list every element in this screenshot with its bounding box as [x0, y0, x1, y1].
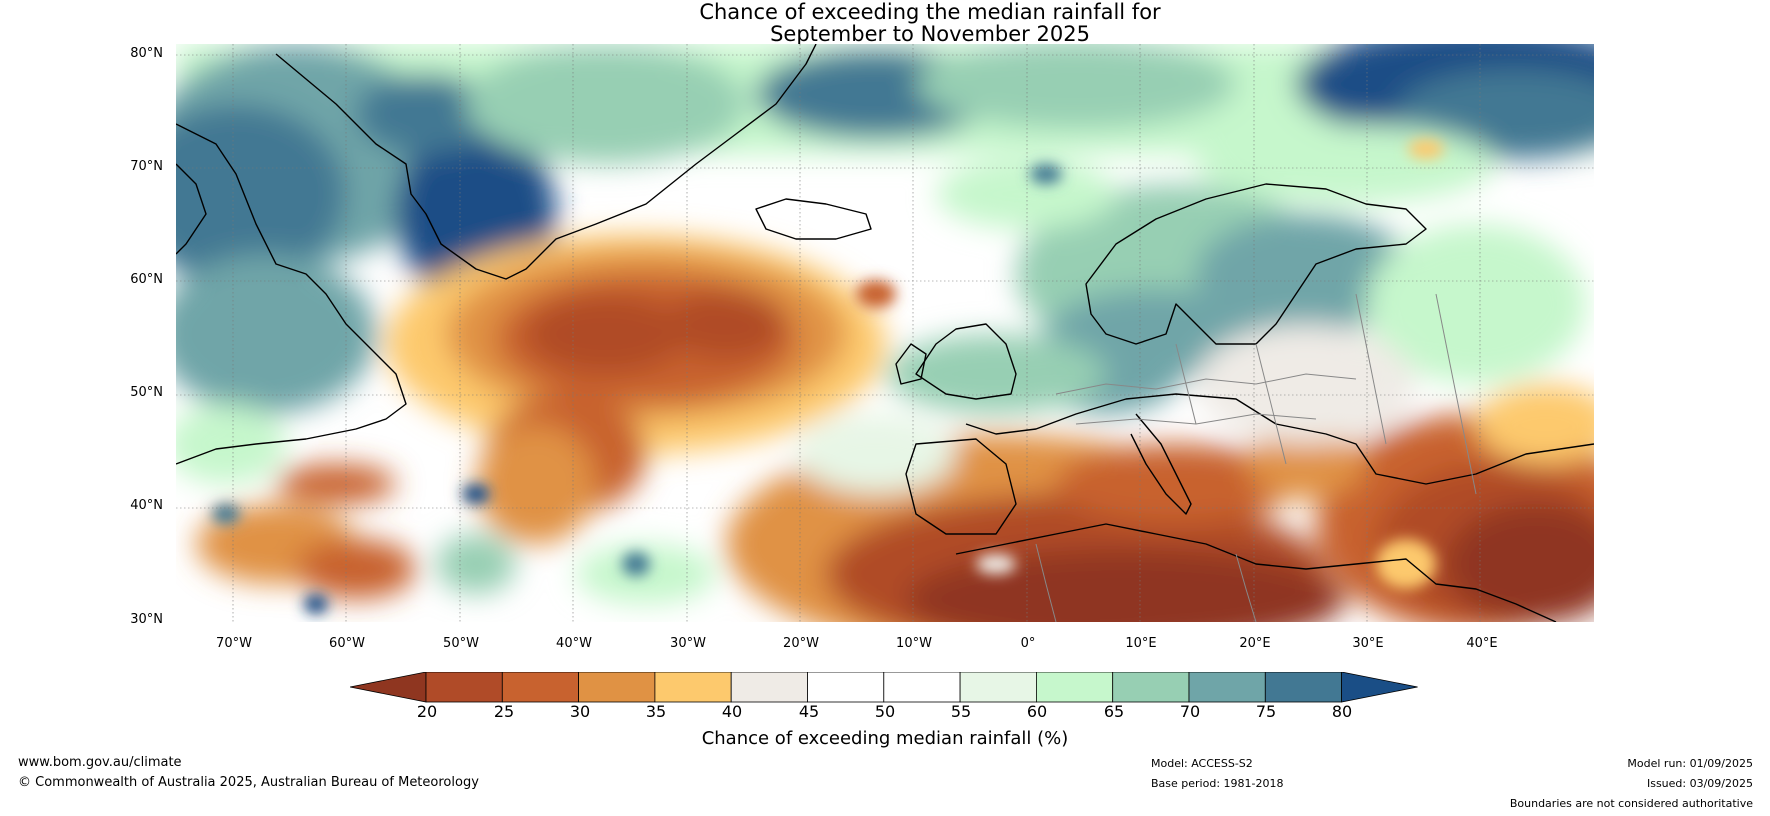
- colorbar-tick: 35: [645, 702, 667, 721]
- model-run-date: Model run: 01/09/2025: [1627, 757, 1753, 770]
- colorbar-segment: [501, 672, 580, 703]
- lat-label: 80°N: [130, 46, 163, 61]
- colorbar-tick: 50: [874, 702, 896, 721]
- colorbar-tick: 20: [416, 702, 438, 721]
- colorbar-label: Chance of exceeding median rainfall (%): [701, 728, 1069, 749]
- colorbar-tick: 70: [1179, 702, 1201, 721]
- colorbar-arrow-high: [1341, 672, 1418, 703]
- colorbar-tick: 75: [1255, 702, 1277, 721]
- colorbar-segment: [1036, 672, 1114, 703]
- colorbar: [350, 672, 1418, 703]
- lat-label: 40°N: [130, 498, 163, 513]
- copyright-text: © Commonwealth of Australia 2025, Austra…: [18, 775, 479, 790]
- map-title-line-1: Chance of exceeding the median rainfall …: [699, 0, 1161, 24]
- colorbar-tick: 65: [1103, 702, 1125, 721]
- colorbar-segment: [1112, 672, 1190, 703]
- rainfall-detail-speckles: [212, 139, 1444, 614]
- lat-label: 70°N: [130, 159, 163, 174]
- base-period: Base period: 1981-2018: [1151, 777, 1284, 790]
- colorbar-segment: [1264, 672, 1342, 703]
- map-title-line-2: September to November 2025: [770, 22, 1090, 46]
- lon-label: 40°E: [1466, 636, 1498, 651]
- colorbar-segment: [425, 672, 503, 703]
- colorbar-tick: 55: [950, 702, 972, 721]
- colorbar-tick: 80: [1331, 702, 1353, 721]
- lat-label: 30°N: [130, 612, 163, 627]
- colorbar-tick: 40: [721, 702, 743, 721]
- colorbar-tick: 30: [569, 702, 591, 721]
- lon-label: 10°E: [1125, 636, 1157, 651]
- colorbar-tick: 60: [1026, 702, 1048, 721]
- colorbar-segment: [883, 672, 961, 703]
- lon-label: 20°W: [783, 636, 819, 651]
- colorbar-segment: [654, 672, 732, 703]
- lon-label: 20°E: [1239, 636, 1271, 651]
- colorbar-tick: 25: [493, 702, 515, 721]
- lon-label: 30°W: [670, 636, 706, 651]
- rainfall-map: [176, 44, 1594, 622]
- lat-label: 60°N: [130, 272, 163, 287]
- colorbar-tick: 45: [798, 702, 820, 721]
- issued-date: Issued: 03/09/2025: [1646, 777, 1753, 790]
- colorbar-arrow-low: [350, 672, 427, 703]
- coastlines: [176, 44, 1594, 622]
- rainfall-probability-field: [176, 44, 1594, 622]
- lon-label: 60°W: [329, 636, 365, 651]
- lat-label: 50°N: [130, 385, 163, 400]
- lon-label: 0°: [1020, 636, 1036, 651]
- rainfall-map-canvas: [176, 44, 1594, 622]
- lon-label: 10°W: [896, 636, 932, 651]
- lon-label: 30°E: [1352, 636, 1384, 651]
- lon-label: 70°W: [216, 636, 252, 651]
- lon-label: 50°W: [443, 636, 479, 651]
- colorbar-segment: [578, 672, 656, 703]
- lon-label: 40°W: [556, 636, 592, 651]
- colorbar-segment: [1188, 672, 1266, 703]
- boundaries-disclaimer: Boundaries are not considered authoritat…: [1509, 797, 1753, 810]
- colorbar-segment: [807, 672, 885, 703]
- national-borders: [1035, 293, 1477, 622]
- map-gridlines: [176, 44, 1594, 622]
- colorbar-segments: [350, 672, 1418, 703]
- model-name: Model: ACCESS-S2: [1151, 757, 1253, 770]
- website-link[interactable]: www.bom.gov.au/climate: [18, 755, 182, 770]
- colorbar-segment: [959, 672, 1037, 703]
- colorbar-segment: [730, 672, 808, 703]
